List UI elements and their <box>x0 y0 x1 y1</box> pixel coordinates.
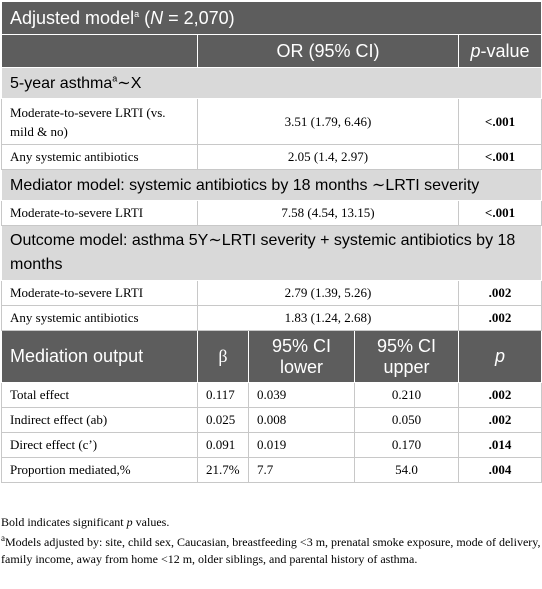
or-value: 1.83 (1.24, 2.68) <box>197 305 459 331</box>
adjustment-note: aModels adjusted by: site, child sex, Ca… <box>1 534 541 568</box>
section-header-outcome: Outcome model: asthma 5Y∼LRTI severity +… <box>0 225 542 281</box>
p-value: .014 <box>457 432 542 458</box>
p-value: .002 <box>457 280 542 306</box>
n-italic: N <box>150 7 164 28</box>
effect-label: Indirect effect (ab) <box>1 407 198 433</box>
p-value: .002 <box>457 382 542 408</box>
section-header-asthma: 5-year asthmaa∼X <box>0 67 542 99</box>
effect-label: Direct effect (c’) <box>1 432 198 458</box>
row-label: Any systemic antibiotics <box>1 144 198 170</box>
row-label: Moderate-to-severe LRTI <box>1 200 198 226</box>
p-value: <.001 <box>457 144 542 170</box>
section1-title: 5-year asthma <box>10 75 113 92</box>
lower-value: 7.7 <box>248 457 355 483</box>
note-a-text: Models adjusted by: site, child sex, Cau… <box>1 535 541 566</box>
effect-label: Proportion mediated,% <box>1 457 198 483</box>
table-title: Adjusted modela (N = 2,070) <box>0 1 542 35</box>
lower-value: 0.008 <box>248 407 355 433</box>
title-sup: a <box>134 8 140 19</box>
note-pre: Bold indicates significant <box>1 515 127 529</box>
or-value: 2.05 (1.4, 2.97) <box>197 144 459 170</box>
n-open: ( <box>139 7 151 28</box>
upper-value: 0.210 <box>354 382 459 408</box>
effect-label: Total effect <box>1 382 198 408</box>
table-row: Total effect 0.117 0.039 0.210 .002 <box>1 382 542 408</box>
table-row: Direct effect (c’) 0.091 0.019 0.170 .01… <box>1 432 542 458</box>
or-value: 7.58 (4.54, 13.15) <box>197 200 459 226</box>
upper-value: 0.170 <box>354 432 459 458</box>
table-row: Proportion mediated,% 21.7% 7.7 54.0 .00… <box>1 457 542 483</box>
beta-value: 0.025 <box>197 407 249 433</box>
row-label: Moderate-to-severe LRTI <box>1 280 198 306</box>
p-value: <.001 <box>457 98 542 145</box>
table-row: Moderate-to-severe LRTI (vs. mild & no) … <box>1 98 542 145</box>
upper-value: 0.050 <box>354 407 459 433</box>
title-text: Adjusted model <box>10 7 135 28</box>
or-value: 3.51 (1.79, 6.46) <box>197 98 459 145</box>
significance-note: Bold indicates significant p values. <box>1 514 541 531</box>
ci-upper-header: 95% CI upper <box>354 330 459 383</box>
ci-lower-header: 95% CI lower <box>248 330 355 383</box>
beta-value: 0.117 <box>197 382 249 408</box>
p-value-column-header: p-value <box>457 34 542 68</box>
lower-value: 0.019 <box>248 432 355 458</box>
section-header-mediator: Mediator model: systemic antibiotics by … <box>0 169 542 201</box>
table-row: Any systemic antibiotics 1.83 (1.24, 2.6… <box>1 305 542 331</box>
blank-header-cell <box>1 34 198 68</box>
n-close: = 2,070) <box>163 7 235 28</box>
beta-value: 0.091 <box>197 432 249 458</box>
section1-tail: ∼X <box>117 75 142 92</box>
note-post: values. <box>132 515 170 529</box>
table-row: Any systemic antibiotics 2.05 (1.4, 2.97… <box>1 144 542 170</box>
p-header: p <box>457 330 542 383</box>
row-label: Moderate-to-severe LRTI (vs. mild & no) <box>1 98 198 145</box>
note-p: p <box>126 515 133 529</box>
row-label: Any systemic antibiotics <box>1 305 198 331</box>
or-column-header: OR (95% CI) <box>197 34 459 68</box>
p-value: .004 <box>457 457 542 483</box>
beta-value: 21.7% <box>197 457 249 483</box>
table-row: Indirect effect (ab) 0.025 0.008 0.050 .… <box>1 407 542 433</box>
mediation-header-label: Mediation output <box>1 330 198 383</box>
section1-sup: a <box>112 73 118 84</box>
beta-header: β <box>197 330 249 383</box>
p-value: .002 <box>457 305 542 331</box>
or-value: 2.79 (1.39, 5.26) <box>197 280 459 306</box>
lower-value: 0.039 <box>248 382 355 408</box>
p-value: <.001 <box>457 200 542 226</box>
results-table: Adjusted modela (N = 2,070) OR (95% CI) … <box>0 1 542 483</box>
p-rest: -value <box>480 40 530 61</box>
upper-value: 54.0 <box>354 457 459 483</box>
table-footnotes: Bold indicates significant p values. aMo… <box>1 514 541 571</box>
table-row: Moderate-to-severe LRTI 2.79 (1.39, 5.26… <box>1 280 542 306</box>
table-row: Moderate-to-severe LRTI 7.58 (4.54, 13.1… <box>1 200 542 226</box>
p-italic: p <box>470 40 481 61</box>
p-value: .002 <box>457 407 542 433</box>
note-sup: a <box>1 533 5 543</box>
